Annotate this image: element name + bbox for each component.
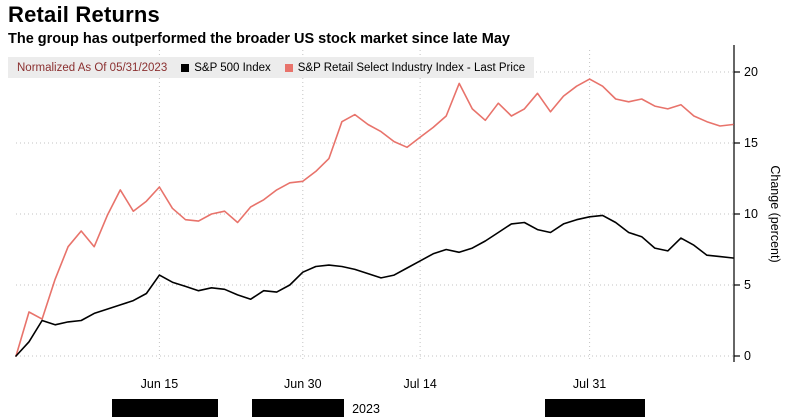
svg-text:10: 10 — [744, 207, 758, 221]
blackout-bar — [252, 399, 344, 417]
legend: Normalized As Of 05/31/2023 S&P 500 Inde… — [8, 57, 535, 78]
svg-text:Change (percent): Change (percent) — [768, 165, 782, 262]
legend-label-retail: S&P Retail Select Industry Index - Last … — [297, 61, 526, 74]
svg-text:5: 5 — [744, 278, 751, 292]
svg-text:15: 15 — [744, 136, 758, 150]
retail-swatch-icon — [284, 63, 293, 72]
sp500-swatch-icon — [181, 63, 190, 72]
svg-text:20: 20 — [744, 65, 758, 79]
svg-text:0: 0 — [744, 349, 751, 363]
svg-text:Jun 15: Jun 15 — [141, 377, 179, 391]
blackout-bar — [112, 399, 218, 417]
legend-normalized-label: Normalized As Of 05/31/2023 — [17, 61, 168, 74]
svg-text:Jul 31: Jul 31 — [573, 377, 606, 391]
legend-label-sp500: S&P 500 Index — [194, 61, 271, 74]
svg-text:Jul 14: Jul 14 — [403, 377, 436, 391]
chart-subtitle: The group has outperformed the broader U… — [8, 31, 510, 47]
svg-text:Jun 30: Jun 30 — [284, 377, 322, 391]
legend-item-sp500: S&P 500 Index — [181, 62, 271, 74]
page-title: Retail Returns — [8, 2, 160, 27]
svg-text:2023: 2023 — [352, 402, 380, 416]
blackout-bar — [545, 399, 645, 417]
legend-item-retail: S&P Retail Select Industry Index - Last … — [284, 61, 526, 74]
